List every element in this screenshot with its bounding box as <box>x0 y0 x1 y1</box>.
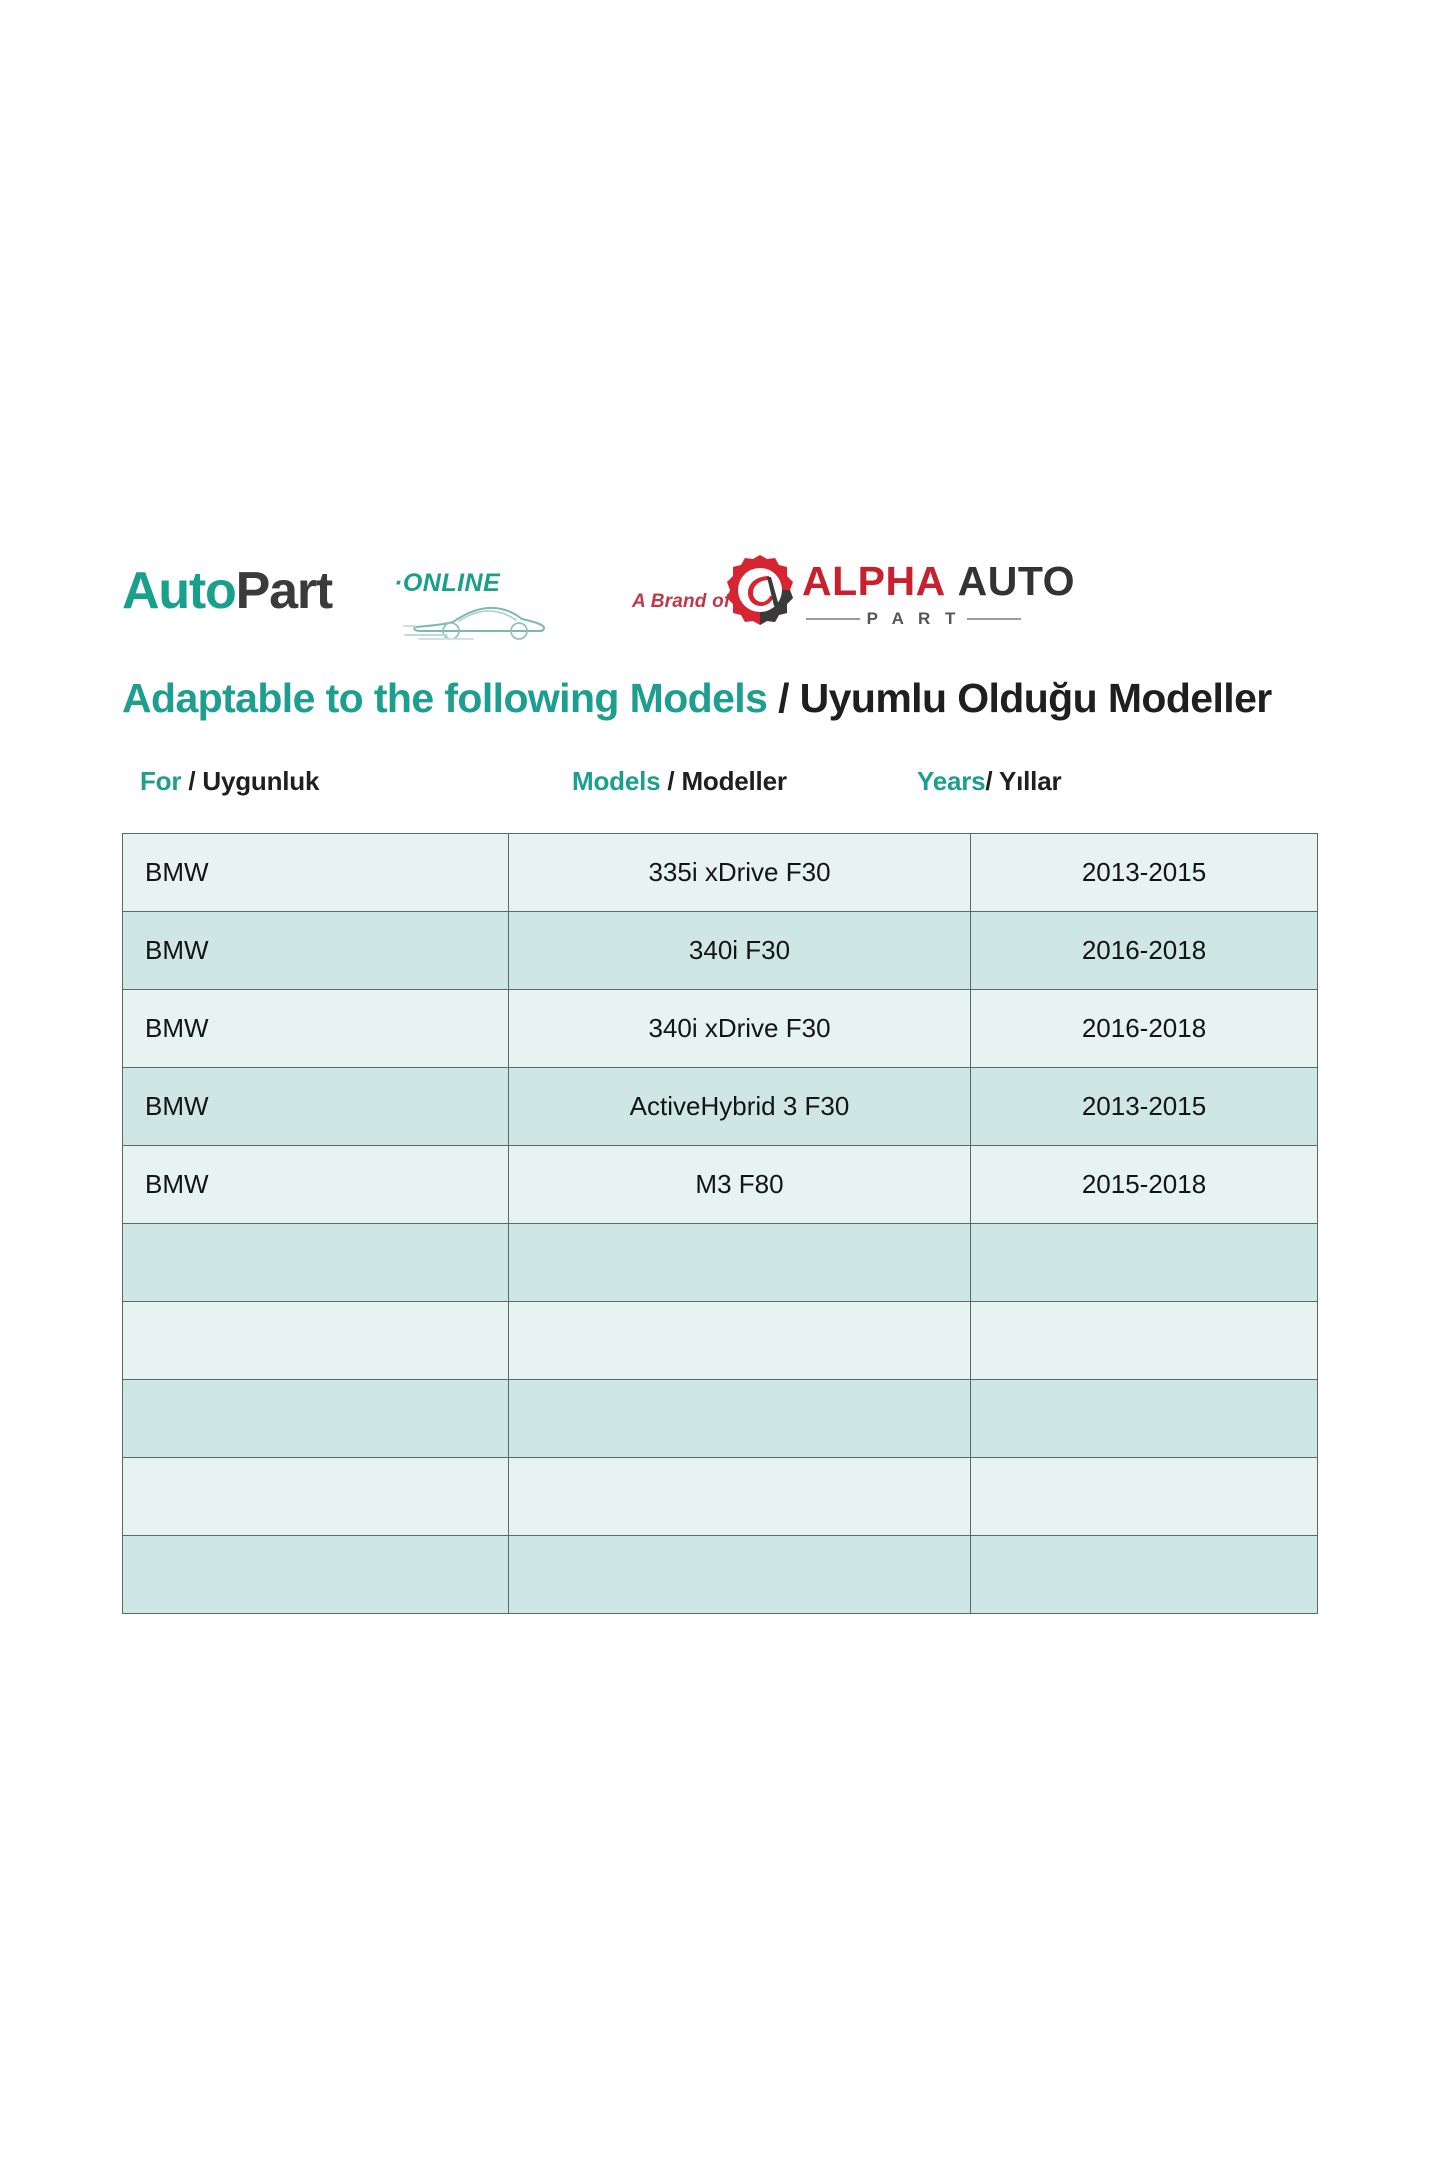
table-cell-years: 2013-2015 <box>970 833 1318 912</box>
page-title-english: Adaptable to the following Models <box>122 675 768 721</box>
table-cell-for: BMW <box>122 1067 509 1146</box>
table-cell-for <box>122 1379 509 1458</box>
alpha-auto-part-logo: ALPHA AUTO P A R T <box>722 545 1075 645</box>
table-cell-model: 340i F30 <box>508 911 971 990</box>
autopart-wordmark: AutoPart <box>122 562 334 620</box>
table-column-headers: For / Uygunluk Models / Modeller Years/ … <box>122 766 1317 812</box>
a-brand-of-label: A Brand of <box>632 591 731 612</box>
alpha-wordmark: ALPHA AUTO <box>802 561 1075 602</box>
table-cell-for: BMW <box>122 989 509 1068</box>
column-header-years-turkish: / Yıllar <box>985 766 1062 796</box>
fitment-table-body: BMW 335i xDrive F30 2013-2015 BMW 340i F30 20… <box>122 833 1318 1614</box>
alpha-word-part: P A R T <box>866 609 961 628</box>
column-header-for-english: For <box>140 766 182 796</box>
alpha-rule-left <box>806 618 860 620</box>
column-header-for: For / Uygunluk <box>140 766 319 797</box>
page-title-turkish: / Uyumlu Olduğu Modeller <box>767 675 1272 721</box>
table-row <box>122 1535 1318 1614</box>
alpha-rule-right <box>967 618 1022 620</box>
table-cell-for: BMW <box>122 1145 509 1224</box>
table-cell-model <box>508 1457 971 1536</box>
table-cell-model: 340i xDrive F30 <box>508 989 971 1068</box>
autopart-online-suffix: ·ONLINE <box>394 569 501 597</box>
table-row: BMW ActiveHybrid 3 F30 2013-2015 <box>122 1067 1318 1146</box>
table-cell-model: ActiveHybrid 3 F30 <box>508 1067 971 1146</box>
table-cell-years <box>970 1457 1318 1536</box>
fitment-table: BMW 335i xDrive F30 2013-2015 BMW 340i F30 20… <box>122 833 1318 1614</box>
table-cell-model <box>508 1535 971 1614</box>
table-cell-model: 335i xDrive F30 <box>508 833 971 912</box>
autopart-word-auto: Auto <box>122 562 237 620</box>
column-header-models-turkish: / Modeller <box>660 766 787 796</box>
car-silhouette-icon <box>403 606 545 640</box>
column-header-for-turkish: / Uygunluk <box>181 766 320 796</box>
table-cell-for <box>122 1535 509 1614</box>
alpha-word-auto <box>946 558 958 604</box>
table-cell-model <box>508 1301 971 1380</box>
table-cell-model <box>508 1223 971 1302</box>
table-cell-years: 2016-2018 <box>970 989 1318 1068</box>
table-cell-years: 2016-2018 <box>970 911 1318 990</box>
table-cell-model: M3 F80 <box>508 1145 971 1224</box>
table-row <box>122 1379 1318 1458</box>
header-band: AutoPart ·ONLINE A Brand of <box>122 545 1317 650</box>
table-row: BMW 340i F30 2016-2018 <box>122 911 1318 990</box>
table-cell-for <box>122 1457 509 1536</box>
table-row: BMW 335i xDrive F30 2013-2015 <box>122 833 1318 912</box>
table-row: BMW M3 F80 2015-2018 <box>122 1145 1318 1224</box>
alpha-word-alpha: ALPHA <box>802 558 946 604</box>
table-cell-for: BMW <box>122 833 509 912</box>
table-cell-for <box>122 1223 509 1302</box>
page-title: Adaptable to the following Models / Uyum… <box>122 675 1332 722</box>
table-row: BMW 340i xDrive F30 2016-2018 <box>122 989 1318 1068</box>
autopart-word-part: Part <box>235 562 334 620</box>
table-row <box>122 1457 1318 1536</box>
alpha-word-auto-text: AUTO <box>957 558 1076 604</box>
table-cell-years: 2015-2018 <box>970 1145 1318 1224</box>
autopart-online-logo: AutoPart ·ONLINE <box>122 547 552 647</box>
alpha-part-row: P A R T <box>806 608 1022 630</box>
gear-alpha-icon <box>727 555 793 625</box>
table-cell-model <box>508 1379 971 1458</box>
table-cell-years <box>970 1535 1318 1614</box>
table-cell-for: BMW <box>122 911 509 990</box>
table-cell-for <box>122 1301 509 1380</box>
column-header-models-english: Models <box>572 766 661 796</box>
column-header-years-english: Years <box>917 766 986 796</box>
table-cell-years <box>970 1379 1318 1458</box>
column-header-models: Models / Modeller <box>572 766 787 797</box>
table-cell-years: 2013-2015 <box>970 1067 1318 1146</box>
table-row <box>122 1223 1318 1302</box>
table-cell-years <box>970 1223 1318 1302</box>
column-header-years: Years/ Yıllar <box>917 766 1062 797</box>
table-row <box>122 1301 1318 1380</box>
table-cell-years <box>970 1301 1318 1380</box>
